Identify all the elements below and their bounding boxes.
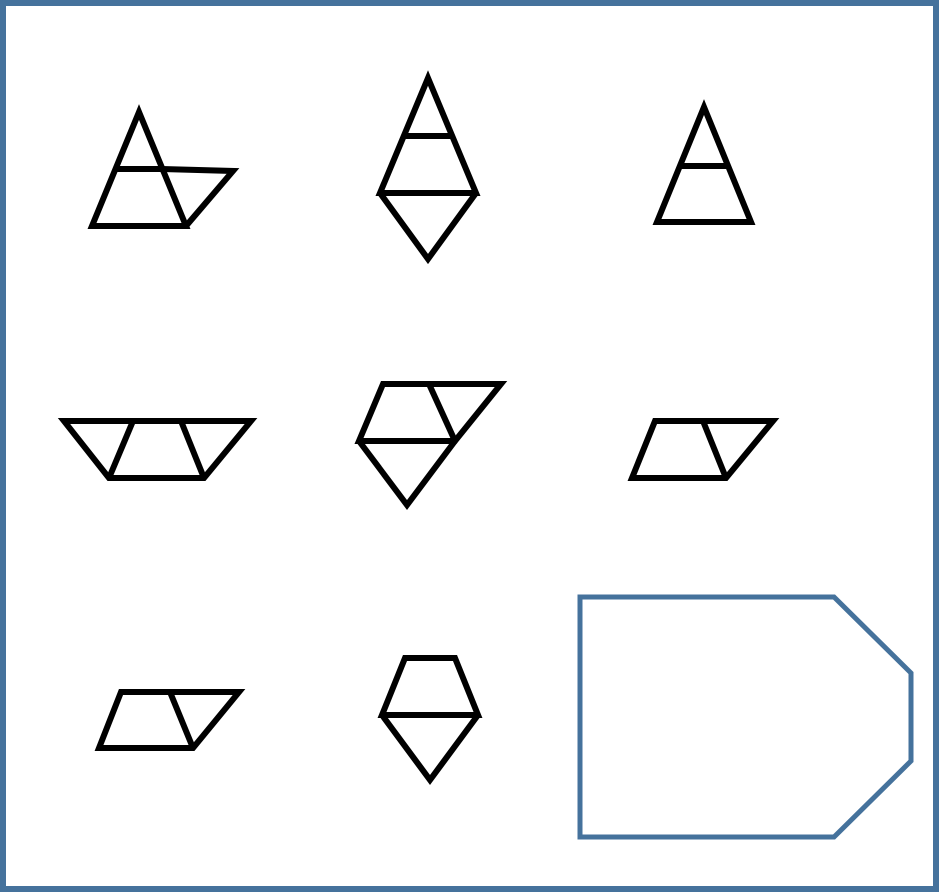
figure-r3c1: [94, 689, 246, 751]
figure-r2c3: [627, 418, 780, 481]
answer-slot[interactable]: [577, 594, 914, 840]
figure-r1c2: [375, 70, 481, 265]
figure-r3c2: [377, 655, 483, 786]
figure-r2c1: [57, 418, 258, 481]
figure-r2c2: [354, 381, 508, 510]
figure-r1c3: [652, 99, 756, 225]
figure-r1c1: [87, 104, 240, 229]
